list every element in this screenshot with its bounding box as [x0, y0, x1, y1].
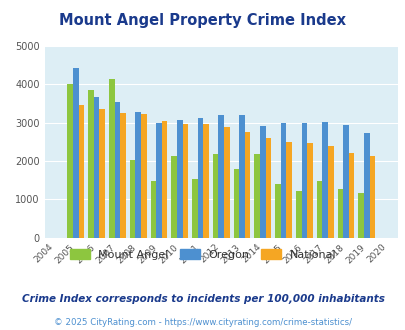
Bar	[156, 123, 161, 238]
Bar	[120, 113, 126, 238]
Bar	[280, 123, 286, 238]
Bar	[88, 90, 94, 238]
Bar	[212, 154, 218, 238]
Bar	[322, 122, 327, 238]
Bar	[161, 121, 167, 238]
Bar	[286, 142, 291, 238]
Bar	[67, 84, 73, 238]
Bar	[327, 147, 333, 238]
Bar	[79, 105, 84, 238]
Legend: Mount Angel, Oregon, National: Mount Angel, Oregon, National	[69, 249, 336, 260]
Text: Mount Angel Property Crime Index: Mount Angel Property Crime Index	[60, 13, 345, 28]
Bar	[224, 127, 229, 238]
Bar	[259, 126, 265, 238]
Bar	[363, 133, 369, 238]
Bar	[316, 181, 322, 238]
Bar	[369, 156, 374, 238]
Bar	[307, 144, 312, 238]
Bar	[130, 160, 135, 238]
Bar	[348, 152, 354, 238]
Bar	[254, 154, 259, 238]
Bar	[342, 125, 348, 238]
Bar	[192, 180, 197, 238]
Bar	[218, 115, 224, 238]
Bar	[94, 97, 99, 238]
Bar	[301, 123, 307, 238]
Bar	[275, 184, 280, 238]
Text: © 2025 CityRating.com - https://www.cityrating.com/crime-statistics/: © 2025 CityRating.com - https://www.city…	[54, 318, 351, 327]
Bar	[99, 109, 105, 238]
Bar	[73, 68, 79, 238]
Bar	[239, 115, 244, 238]
Bar	[203, 124, 209, 238]
Bar	[358, 193, 363, 238]
Bar	[150, 181, 156, 238]
Text: Crime Index corresponds to incidents per 100,000 inhabitants: Crime Index corresponds to incidents per…	[21, 294, 384, 304]
Bar	[337, 189, 342, 238]
Bar	[141, 114, 146, 238]
Bar	[171, 156, 177, 238]
Bar	[265, 138, 271, 238]
Bar	[177, 120, 182, 238]
Bar	[244, 132, 250, 238]
Bar	[135, 112, 141, 238]
Bar	[182, 124, 188, 238]
Bar	[233, 169, 239, 238]
Bar	[114, 102, 120, 238]
Bar	[295, 190, 301, 238]
Bar	[197, 118, 203, 238]
Bar	[109, 79, 114, 238]
